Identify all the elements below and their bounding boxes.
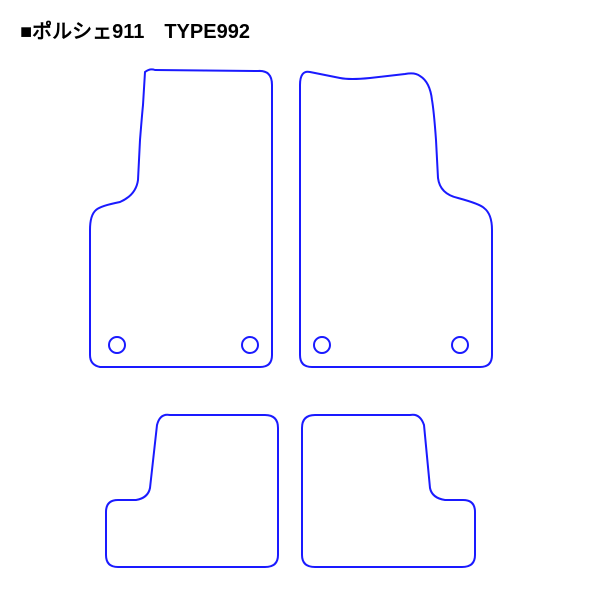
mat-front-right-hole-1: [314, 337, 330, 353]
mat-front-left-hole-2: [242, 337, 258, 353]
mat-front-right: [300, 72, 492, 367]
diagram-title: ■ポルシェ911 TYPE992: [20, 19, 250, 43]
mat-front-right-hole-2: [452, 337, 468, 353]
mat-front-left-hole-1: [109, 337, 125, 353]
mat-rear-right: [302, 415, 475, 567]
mat-rear-left: [106, 415, 278, 567]
mat-front-left: [90, 69, 272, 367]
floor-mat-diagram: ■ポルシェ911 TYPE992: [0, 0, 600, 600]
